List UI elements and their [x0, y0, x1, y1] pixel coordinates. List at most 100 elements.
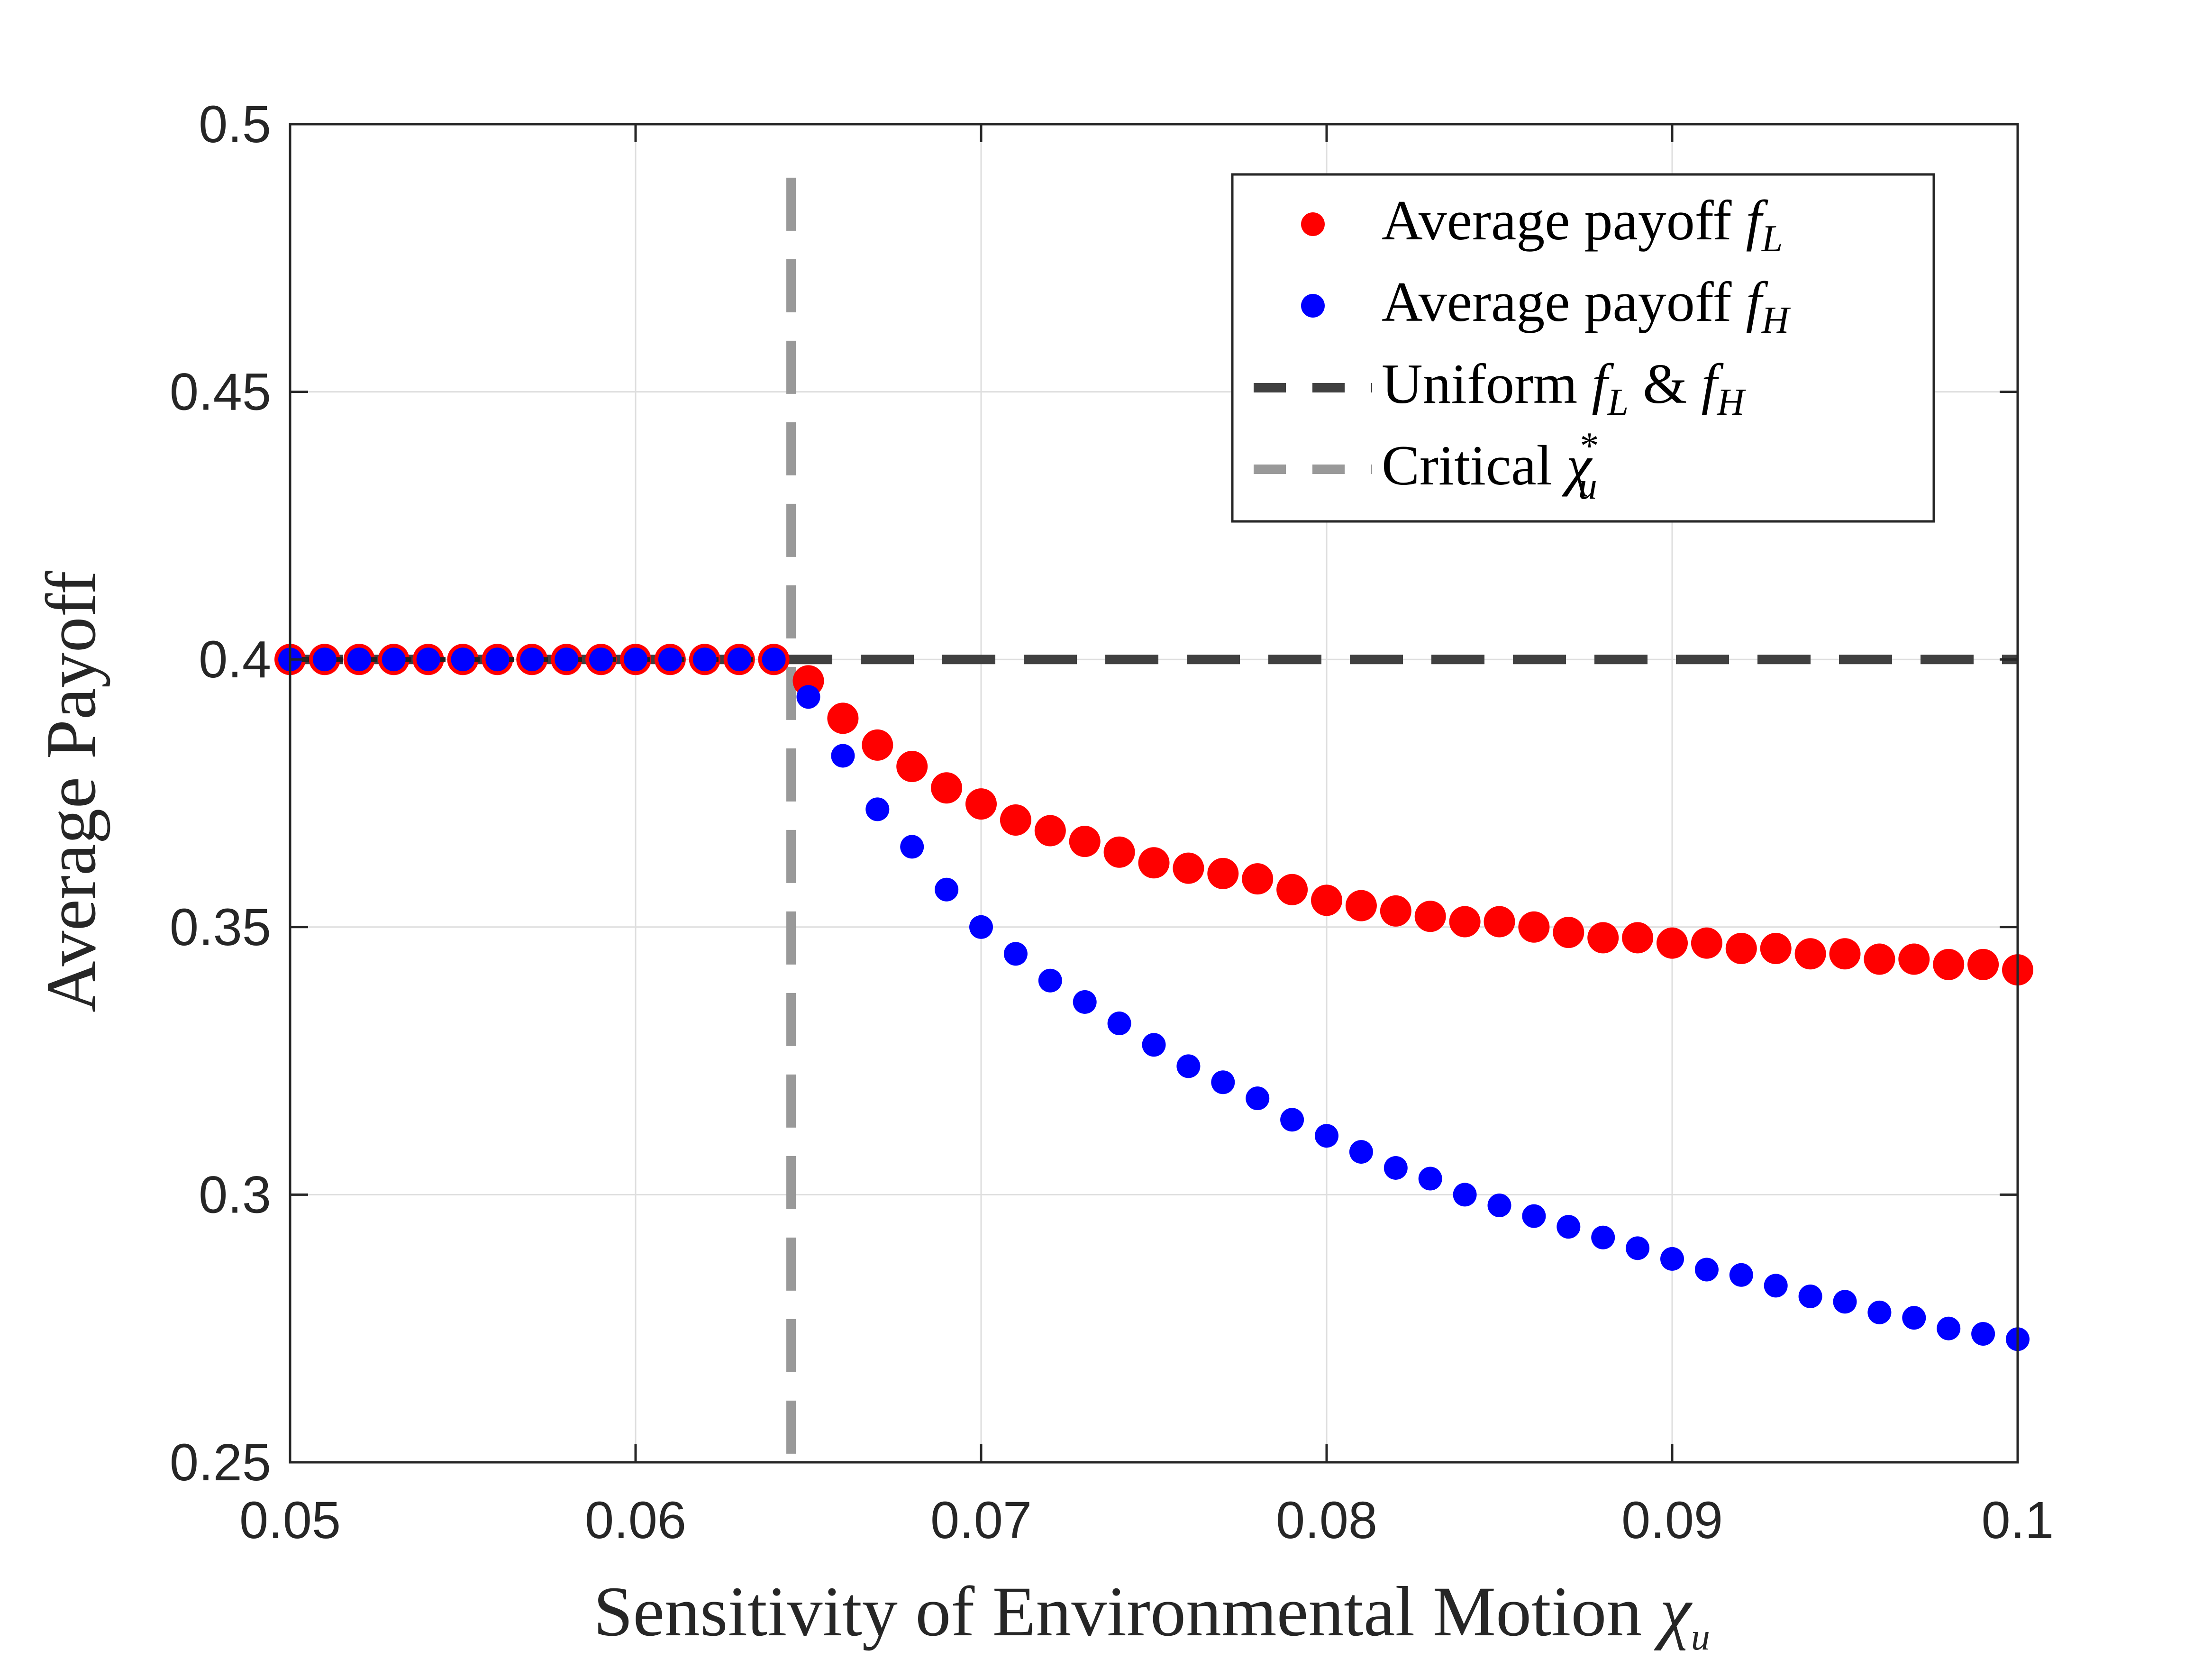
- legend: Average payoff fL Average payoff fH Unif…: [1231, 173, 1935, 523]
- point-fh: [347, 647, 371, 672]
- point-fh: [969, 915, 993, 939]
- point-fh: [520, 647, 544, 672]
- point-fl: [1864, 943, 1895, 975]
- point-fh: [1349, 1140, 1373, 1164]
- point-fl: [1657, 927, 1688, 959]
- point-fh: [382, 647, 406, 672]
- point-fl: [1725, 932, 1757, 964]
- point-fh: [1418, 1167, 1442, 1191]
- plot-frame: [289, 123, 2019, 1464]
- point-fh: [1073, 990, 1097, 1014]
- y-tick-label: 0.5: [199, 95, 271, 154]
- point-fh: [762, 647, 786, 672]
- y-tick-label: 0.4: [199, 630, 271, 689]
- point-fh: [589, 647, 613, 672]
- point-fl: [1138, 847, 1170, 879]
- point-fl: [1000, 804, 1031, 836]
- point-fl: [1484, 906, 1515, 938]
- axis-ticks: 0.05 0.06 0.07 0.08 0.09 0.1 0.25 0.3 0.35 0.4 0.4…: [170, 95, 2054, 1550]
- point-fh: [624, 647, 647, 672]
- legend-marker-fL: [1301, 212, 1325, 236]
- legend-label-fH: Average payoff fH: [1382, 270, 1791, 341]
- y-axis-title: Average Payoff: [32, 571, 110, 1012]
- point-fh: [796, 685, 820, 709]
- point-fl: [827, 702, 859, 734]
- point-fh: [1557, 1215, 1581, 1239]
- point-fh: [312, 647, 337, 672]
- point-fh: [1971, 1322, 1995, 1346]
- point-fh: [1038, 968, 1062, 993]
- point-fh: [900, 835, 924, 859]
- point-fh: [1591, 1225, 1615, 1249]
- point-fl: [862, 729, 893, 761]
- point-fl: [1034, 815, 1066, 847]
- point-fl: [1518, 911, 1550, 943]
- point-fh: [1902, 1306, 1926, 1330]
- point-fh: [1107, 1012, 1131, 1036]
- legend-label-critical: Critical χu*: [1382, 425, 1597, 507]
- x-tick-label: 0.07: [930, 1491, 1032, 1550]
- point-fl: [965, 788, 997, 820]
- point-fh: [727, 647, 751, 672]
- y-tick-label: 0.25: [170, 1433, 271, 1492]
- point-fh: [1384, 1156, 1408, 1180]
- point-fh: [1660, 1247, 1684, 1271]
- point-fh: [485, 647, 510, 672]
- point-fh: [935, 877, 959, 902]
- point-fl: [931, 772, 963, 804]
- point-fh: [1003, 942, 1028, 966]
- y-tick-label: 0.45: [170, 363, 271, 421]
- x-tick-label: 0.09: [1621, 1491, 1723, 1550]
- point-fl: [1103, 836, 1135, 868]
- point-fl: [1414, 901, 1446, 932]
- point-fh: [1729, 1263, 1753, 1287]
- point-fh: [1694, 1258, 1719, 1282]
- point-fl: [1242, 863, 1274, 895]
- point-fl: [1622, 922, 1654, 954]
- point-fl: [1449, 906, 1481, 938]
- point-fl: [1311, 884, 1342, 916]
- point-fh: [831, 744, 855, 768]
- data-points: [274, 644, 2033, 1351]
- legend-label-fL: Average payoff fL: [1382, 189, 1783, 260]
- point-fh: [692, 647, 717, 672]
- point-fl: [1380, 895, 1411, 927]
- x-axis-title: Sensitivity of Environmental Motion χu: [593, 1572, 1710, 1658]
- legend-marker-fH: [1301, 294, 1325, 318]
- point-fh: [1626, 1236, 1650, 1260]
- point-fl: [1553, 917, 1584, 948]
- point-fl: [1967, 948, 1999, 980]
- point-fl: [1933, 948, 1965, 980]
- point-fh: [1315, 1124, 1338, 1148]
- x-tick-label: 0.1: [1982, 1491, 2054, 1550]
- point-fl: [1794, 938, 1826, 970]
- x-tick-label: 0.05: [239, 1491, 341, 1550]
- point-fl: [1345, 890, 1377, 921]
- point-fh: [1798, 1284, 1822, 1308]
- y-tick-label: 0.3: [199, 1166, 271, 1224]
- point-fh: [1522, 1204, 1546, 1228]
- point-fl: [1207, 857, 1239, 889]
- point-fh: [555, 647, 579, 672]
- point-fl: [1898, 943, 1930, 975]
- point-fl: [1587, 922, 1619, 954]
- point-fh: [1487, 1193, 1511, 1217]
- point-fh: [1867, 1300, 1892, 1324]
- x-tick-label: 0.08: [1276, 1491, 1377, 1550]
- point-fl: [1069, 826, 1101, 857]
- point-fh: [1211, 1070, 1235, 1094]
- legend-label-uniform: Uniform fL & fH: [1382, 352, 1747, 423]
- point-fh: [1453, 1183, 1477, 1207]
- point-fl: [1691, 927, 1722, 959]
- point-fh: [1764, 1274, 1788, 1298]
- point-fh: [1280, 1108, 1304, 1132]
- point-fh: [865, 797, 890, 821]
- legend-box: [1231, 173, 1935, 523]
- y-tick-label: 0.35: [170, 898, 271, 957]
- point-fl: [1276, 874, 1308, 905]
- point-fh: [451, 647, 475, 672]
- point-fh: [1937, 1316, 1961, 1340]
- point-fl: [1173, 852, 1204, 884]
- point-fh: [1142, 1033, 1166, 1057]
